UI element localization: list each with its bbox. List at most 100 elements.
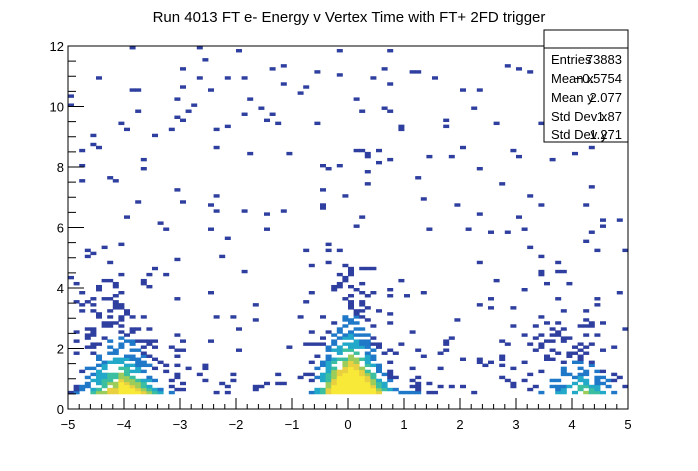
heatmap-cell (84, 384, 91, 389)
heatmap-cell (140, 378, 147, 383)
x-tick-label: 1 (400, 417, 407, 432)
heatmap-cell (140, 354, 147, 358)
heatmap-cell (208, 227, 214, 231)
heatmap-cell (308, 263, 315, 268)
heatmap-cell (392, 351, 399, 355)
heatmap-cell (325, 167, 332, 171)
heatmap-cell (140, 360, 147, 365)
heatmap-cell (96, 390, 102, 395)
heatmap-cell (213, 390, 220, 395)
heatmap-cell (348, 300, 354, 304)
heatmap-cell (448, 384, 455, 389)
heatmap-cell (600, 348, 606, 352)
heatmap-cell (135, 200, 142, 204)
heatmap-cell (560, 269, 567, 274)
heatmap-cell (504, 230, 511, 234)
heatmap-cell (101, 375, 108, 380)
heatmap-cell (325, 369, 332, 374)
heatmap-cell (140, 167, 147, 171)
heatmap-cell (583, 381, 590, 386)
heatmap-cell (465, 227, 472, 231)
heatmap-cell (370, 76, 377, 80)
heatmap-cell (555, 390, 562, 395)
heatmap-cell (336, 336, 343, 340)
heatmap-cell (84, 381, 91, 386)
heatmap-cell (241, 209, 248, 213)
heatmap-cell (353, 351, 360, 355)
heatmap-cell (370, 342, 377, 346)
x-tick-label: 4 (568, 417, 575, 432)
heatmap-cell (420, 354, 427, 358)
heatmap-cell (359, 327, 366, 331)
heatmap-cell (577, 360, 584, 365)
heatmap-cell (174, 354, 181, 358)
heatmap-cell (336, 73, 343, 77)
heatmap-cell (118, 366, 125, 371)
heatmap-cell (510, 324, 517, 328)
heatmap-cell (353, 375, 360, 380)
heatmap-cell (499, 363, 506, 368)
heatmap-cell (118, 306, 125, 310)
heatmap-cell (342, 375, 349, 380)
heatmap-cell (342, 381, 349, 386)
heatmap-cell (269, 112, 276, 116)
heatmap-cell (112, 306, 119, 310)
heatmap-cell (398, 127, 405, 132)
heatmap-cell (342, 369, 349, 374)
heatmap-cell (320, 372, 326, 377)
heatmap-cell (370, 266, 377, 271)
heatmap-cell (107, 321, 114, 325)
heatmap-cell (364, 360, 371, 365)
heatmap-cell (348, 387, 354, 392)
heatmap-cell (521, 360, 528, 365)
heatmap-cell (331, 333, 338, 337)
heatmap-cell (124, 363, 130, 368)
heatmap-cell (353, 342, 360, 346)
heatmap-cell (348, 381, 354, 386)
heatmap-cell (583, 369, 590, 374)
heatmap-cell (140, 351, 147, 355)
heatmap-cell (129, 46, 136, 50)
heatmap-cell (241, 269, 248, 274)
heatmap-cell (224, 236, 231, 240)
heatmap-cell (348, 303, 354, 307)
heatmap-cell (264, 118, 270, 123)
heatmap-cell (560, 384, 567, 389)
heatmap-cell (140, 157, 147, 162)
heatmap-cell (555, 269, 562, 274)
heatmap-cell (140, 345, 147, 349)
heatmap-cell (370, 375, 377, 380)
heatmap-cell (560, 387, 567, 392)
heatmap-cell (320, 390, 326, 395)
heatmap-cell (90, 351, 97, 355)
heatmap-cell (230, 372, 237, 377)
heatmap-cell (348, 372, 354, 377)
heatmap-cell (90, 303, 97, 307)
heatmap-cell (370, 390, 377, 395)
heatmap-cell (460, 357, 466, 361)
heatmap-cell (376, 309, 382, 313)
heatmap-cell (370, 336, 377, 340)
heatmap-cell (611, 390, 618, 395)
heatmap-cell (314, 342, 321, 346)
heatmap-cell (364, 372, 371, 377)
heatmap-cell (426, 154, 433, 159)
heatmap-cell (342, 318, 349, 322)
heatmap-cell (376, 342, 382, 346)
heatmap-cell (364, 306, 371, 310)
heatmap-cell (129, 384, 136, 389)
heatmap-cell (208, 88, 214, 92)
heatmap-cell (320, 363, 326, 368)
heatmap-cell (353, 387, 360, 392)
heatmap-cell (370, 348, 377, 352)
heatmap-cell (409, 70, 416, 74)
stats-mean-y-label: Mean y (551, 90, 594, 105)
heatmap-cell (364, 154, 371, 159)
heatmap-cell (527, 387, 534, 392)
heatmap-cell (577, 378, 584, 383)
heatmap-cell (510, 148, 517, 153)
heatmap-cell (538, 342, 545, 346)
heatmap-cell (364, 342, 371, 346)
heatmap-cell (68, 275, 74, 280)
